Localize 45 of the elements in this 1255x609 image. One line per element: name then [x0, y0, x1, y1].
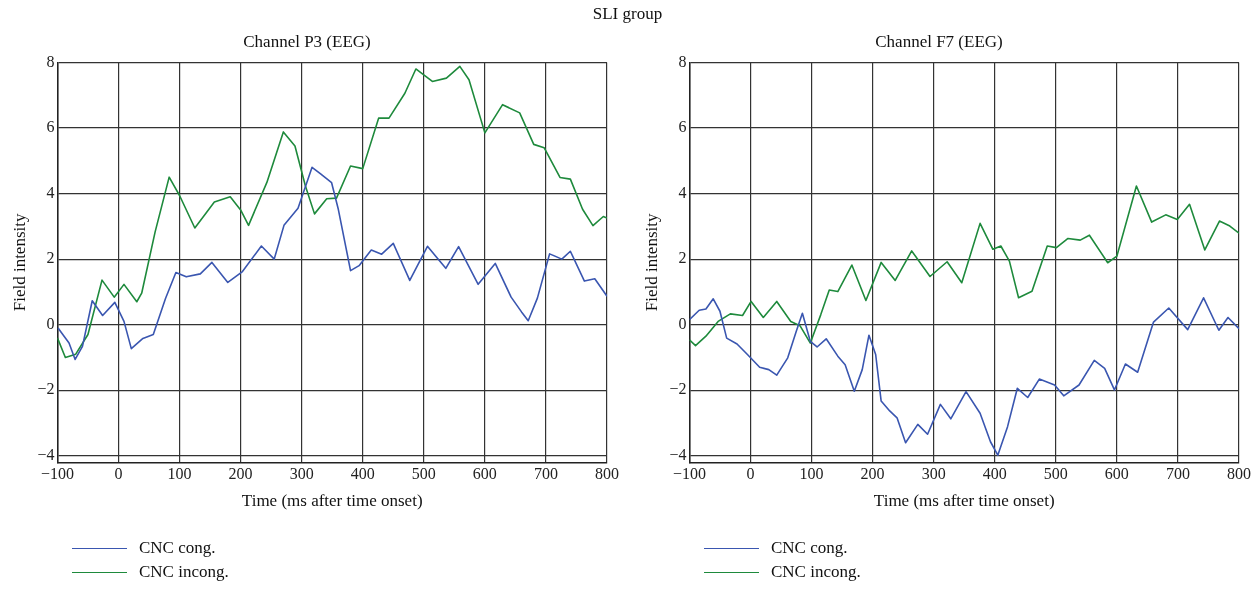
x-tick-label: 700 [1165, 465, 1190, 483]
x-tick-label: −100 [672, 465, 706, 483]
y-tick-label: 4 [46, 183, 55, 201]
x-tick-label: 400 [982, 465, 1007, 483]
x-tick-label: −100 [40, 465, 74, 483]
y-tick-label: −2 [669, 380, 687, 398]
y-axis-title: Field intensity [9, 213, 29, 312]
x-tick-label: 600 [472, 465, 497, 483]
legend-label: CNC incong. [771, 562, 861, 582]
x-tick-label: 200 [860, 465, 885, 483]
chart-title: Channel P3 (EEG) [243, 31, 371, 51]
y-tick-label: 6 [46, 118, 55, 136]
y-tick-label: 2 [46, 249, 55, 267]
y-tick-label: −4 [669, 446, 687, 464]
x-tick-label: 800 [595, 465, 619, 483]
y-tick-label: 0 [46, 314, 55, 332]
x-tick-label: 500 [411, 465, 436, 483]
y-tick-label: 8 [46, 52, 55, 70]
x-tick-label: 800 [1227, 465, 1251, 483]
y-tick-label: 4 [678, 183, 687, 201]
x-axis-title: Time (ms after time onset) [241, 491, 423, 511]
y-tick-label: 6 [678, 118, 687, 136]
y-tick-label: 8 [678, 52, 687, 70]
x-tick-label: 0 [114, 465, 123, 483]
y-tick-label: 0 [678, 314, 687, 332]
x-tick-label: 300 [921, 465, 946, 483]
x-tick-label: 100 [799, 465, 824, 483]
text: SLI group [592, 4, 663, 23]
y-tick-label: −2 [37, 380, 55, 398]
x-tick-label: 600 [1104, 465, 1129, 483]
x-tick-label: 0 [746, 465, 755, 483]
legend-label: CNC cong. [139, 538, 216, 558]
x-tick-label: 100 [167, 465, 192, 483]
legend-label: CNC cong. [771, 538, 848, 558]
x-tick-label: 500 [1043, 465, 1068, 483]
x-tick-label: 700 [533, 465, 558, 483]
legend-label: CNC incong. [139, 562, 229, 582]
y-axis-title: Field intensity [641, 213, 661, 312]
y-tick-label: −4 [37, 446, 55, 464]
x-axis-title: Time (ms after time onset) [873, 491, 1055, 511]
chart-title: Channel F7 (EEG) [875, 31, 1003, 51]
y-tick-label: 2 [678, 249, 687, 267]
x-tick-label: 300 [289, 465, 314, 483]
x-tick-label: 400 [350, 465, 375, 483]
x-tick-label: 200 [228, 465, 253, 483]
